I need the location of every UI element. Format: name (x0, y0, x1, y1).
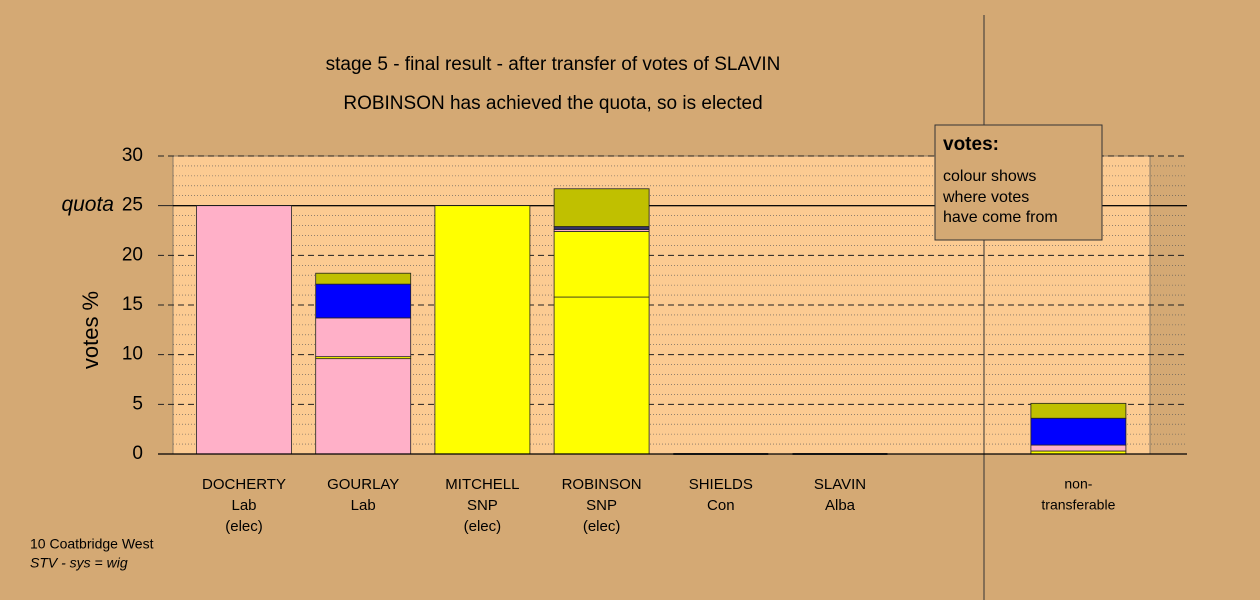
bar-segment (1030, 417, 1127, 446)
legend-text: where votes (942, 189, 1029, 206)
x-tick-label: SNP (586, 497, 617, 514)
bar-segment (553, 231, 650, 298)
x-tick-label: Lab (231, 497, 256, 514)
chart-subtitle: ROBINSON has achieved the quota, so is e… (343, 93, 762, 114)
quota-label: quota (61, 193, 114, 216)
y-tick-label: 0 (132, 443, 143, 464)
x-tick-label: MITCHELL (445, 476, 519, 493)
bar-segment (315, 317, 412, 358)
x-tick-label: Lab (351, 497, 376, 514)
plot: 0 5 10 15 20 25 30 quota DOCHERTY Lab (elec) GOURLA… (61, 145, 1187, 535)
x-tick-label: (elec) (583, 518, 621, 535)
legend-box (934, 124, 1103, 241)
legend-title: votes: (943, 134, 999, 155)
y-tick-label: 30 (122, 145, 143, 166)
bar-segment (315, 283, 412, 319)
x-tick-label: (elec) (225, 518, 263, 535)
x-tick-label: (elec) (464, 518, 502, 535)
bar-segment (553, 226, 650, 230)
bar-segment (553, 296, 650, 455)
footer-system: STV - sys = wig (30, 555, 128, 571)
bar-segment (315, 272, 412, 285)
x-tick-label: SLAVIN (814, 476, 866, 493)
y-tick-label: 25 (122, 195, 143, 216)
x-tick-label: SNP (467, 497, 498, 514)
y-tick-label: 20 (122, 244, 143, 265)
bar-segment (196, 205, 292, 455)
bar-segment (1030, 444, 1127, 452)
y-tick-label: 5 (132, 393, 143, 414)
x-tick-label: Alba (825, 497, 856, 514)
x-tick-label: ROBINSON (562, 476, 642, 493)
footer-ward: 10 Coatbridge West (30, 536, 154, 552)
bar-segment (553, 188, 650, 227)
x-tick-label: DOCHERTY (202, 476, 286, 493)
x-tick-label: non- (1064, 476, 1092, 492)
x-tick-label: GOURLAY (327, 476, 399, 493)
bar-segment (315, 358, 412, 455)
chart-title: stage 5 - final result - after transfer … (326, 54, 781, 75)
x-tick-label: transferable (1041, 497, 1115, 513)
y-tick-label: 15 (122, 294, 143, 315)
x-tick-label: SHIELDS (689, 476, 753, 493)
bar-segment (1030, 402, 1127, 419)
bar-segment (434, 205, 531, 455)
y-axis-label: votes % (78, 291, 103, 369)
legend-text: have come from (943, 209, 1058, 226)
legend-text: colour shows (943, 168, 1036, 185)
y-tick-label: 10 (122, 344, 143, 365)
x-tick-label: Con (707, 497, 735, 514)
